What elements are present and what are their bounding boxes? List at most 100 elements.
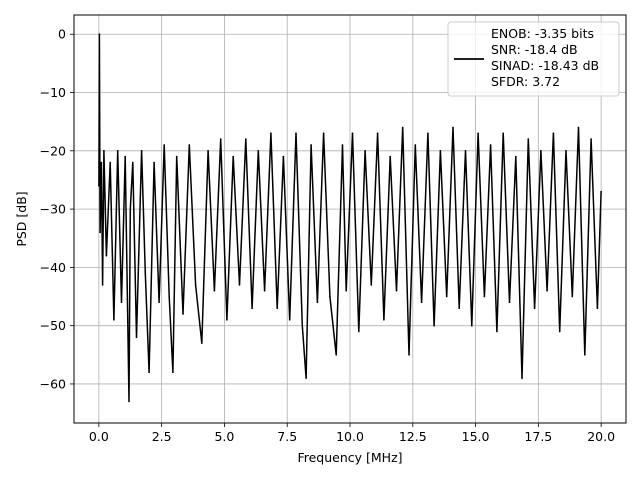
- data-point: [99, 231, 101, 234]
- data-point: [401, 126, 404, 129]
- y-tick-label: −40: [40, 260, 66, 275]
- data-point: [571, 295, 574, 298]
- data-point: [335, 354, 338, 356]
- series-line: [98, 33, 602, 403]
- data-point: [101, 284, 104, 286]
- data-point: [345, 289, 348, 292]
- data-point: [439, 150, 442, 152]
- data-point: [420, 301, 423, 304]
- y-tick-label: −10: [40, 85, 66, 100]
- data-point: [301, 324, 304, 327]
- data-point: [158, 301, 160, 304]
- data-point: [120, 301, 123, 304]
- data-point: [414, 144, 417, 146]
- data-point: [282, 155, 285, 158]
- data-point: [464, 150, 467, 152]
- x-tick-label: 17.5: [524, 429, 552, 444]
- legend-line-enob: ENOB: -3.35 bits: [491, 26, 594, 41]
- data-point: [546, 289, 548, 292]
- data-point: [408, 354, 410, 356]
- data-point: [168, 295, 170, 298]
- data-point: [132, 161, 134, 164]
- data-point: [109, 161, 111, 164]
- x-tick-label: 12.5: [399, 429, 427, 444]
- data-point: [445, 295, 448, 298]
- data-point: [351, 132, 354, 135]
- data-point: [483, 295, 486, 298]
- y-axis-label: PSD [dB]: [14, 191, 29, 246]
- data-point: [590, 138, 592, 140]
- axis-ticks: 0.0 2.5 5.0 7.5 10.0 12.5 15.0 17.5 20.0 0 −10 −20 −…: [40, 27, 615, 444]
- data-point: [124, 155, 126, 158]
- data-point: [98, 33, 101, 35]
- data-point: [251, 307, 253, 310]
- data-point: [329, 295, 331, 298]
- data-point: [310, 144, 312, 146]
- legend-line-sinad: SINAD: -18.43 dB: [491, 58, 599, 73]
- data-point: [540, 150, 542, 152]
- data-point: [219, 138, 222, 140]
- x-axis-label: Frequency [MHz]: [297, 450, 402, 465]
- data-point: [188, 144, 191, 146]
- data-point: [257, 150, 260, 152]
- data-point: [128, 400, 130, 403]
- data-point: [207, 150, 209, 152]
- data-point: [148, 371, 150, 374]
- data-point: [232, 155, 234, 158]
- data-point: [113, 319, 115, 321]
- data-point: [322, 132, 325, 135]
- data-point: [316, 301, 319, 304]
- data-point: [533, 307, 536, 310]
- data-point: [116, 150, 119, 152]
- data-point: [508, 301, 511, 304]
- data-point: [226, 319, 228, 321]
- x-tick-label: 2.5: [152, 429, 172, 444]
- data-point: [288, 319, 291, 321]
- data-point: [565, 150, 567, 152]
- data-point: [477, 132, 479, 135]
- data-point: [153, 161, 155, 164]
- data-point: [577, 126, 580, 129]
- data-point: [175, 155, 178, 158]
- legend-line-sfdr: SFDR: 3.72: [491, 74, 560, 89]
- data-point: [552, 132, 555, 135]
- data-point: [172, 371, 174, 374]
- data-point: [389, 155, 392, 158]
- y-tick-label: −50: [40, 318, 66, 333]
- data-point: [458, 307, 461, 310]
- data-point: [383, 319, 385, 321]
- x-tick-label: 20.0: [587, 429, 615, 444]
- data-point: [489, 144, 492, 146]
- data-point: [270, 132, 272, 135]
- y-tick-label: −20: [40, 143, 66, 158]
- data-point: [502, 132, 505, 135]
- x-tick-label: 0.0: [89, 429, 109, 444]
- data-point: [370, 284, 373, 286]
- data-point: [213, 289, 216, 292]
- data-point: [245, 138, 247, 140]
- data-point: [135, 336, 138, 339]
- data-point: [433, 324, 435, 327]
- data-point: [558, 330, 561, 333]
- data-point: [276, 307, 279, 310]
- data-point: [515, 155, 517, 158]
- y-tick-label: −60: [40, 376, 66, 391]
- x-tick-label: 10.0: [336, 429, 364, 444]
- data-point: [427, 132, 429, 135]
- data-point: [364, 150, 366, 152]
- data-point: [527, 138, 530, 140]
- data-point: [305, 377, 307, 379]
- data-point: [295, 132, 297, 135]
- data-point: [496, 330, 498, 333]
- data-point: [341, 144, 344, 146]
- data-point: [471, 324, 473, 327]
- legend-box: [447, 21, 620, 97]
- data-point: [194, 284, 197, 286]
- data-point: [98, 185, 100, 187]
- y-tick-label: 0: [58, 27, 66, 42]
- series-layer: [98, 33, 602, 403]
- data-point: [584, 354, 586, 356]
- data-point: [100, 161, 103, 164]
- data-point: [140, 150, 143, 152]
- data-point: [129, 208, 132, 210]
